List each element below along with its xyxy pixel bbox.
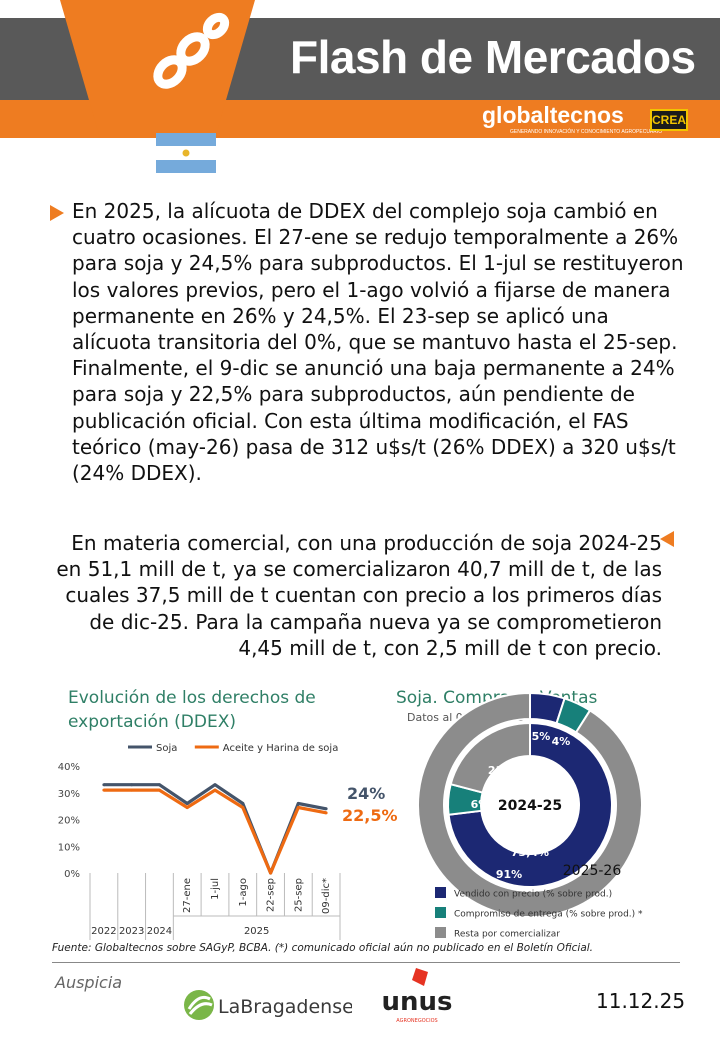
x-group-label: 2025 bbox=[244, 926, 269, 937]
data-point bbox=[185, 805, 189, 809]
data-label-outer: 91% bbox=[496, 868, 522, 881]
legend-swatch bbox=[435, 887, 446, 898]
donut-slice-inner bbox=[447, 782, 484, 816]
data-point bbox=[324, 811, 328, 815]
data-point bbox=[241, 805, 245, 809]
x-tick-label: 2022 bbox=[91, 926, 116, 937]
legend-label: Aceite y Harina de soja bbox=[223, 743, 339, 754]
end-label-soja: 24% bbox=[347, 784, 385, 803]
data-point bbox=[296, 805, 300, 809]
sponsor-label: Auspicia bbox=[55, 973, 123, 992]
data-label-inner: 6% bbox=[471, 798, 490, 811]
y-tick-label: 40% bbox=[58, 762, 80, 773]
unus-logo: unus AGRONEGOCIOS bbox=[381, 968, 453, 1024]
x-tick-label: 25-sep bbox=[293, 878, 304, 912]
end-label-aceite-harina: 22,5% bbox=[342, 806, 398, 825]
issue-date: 11.12.25 bbox=[596, 989, 686, 1013]
svg-text:LaBragadense: LaBragadense bbox=[218, 996, 352, 1018]
legend-label: Vendido con precio (% sobre prod.) bbox=[454, 890, 612, 900]
header-logo-plate bbox=[60, 0, 255, 138]
data-point bbox=[102, 783, 106, 787]
x-tick-label: 1-jul bbox=[210, 878, 221, 900]
data-point bbox=[241, 801, 245, 805]
x-tick-label: 1-ago bbox=[238, 878, 249, 907]
page-title: Flash de Mercados bbox=[290, 31, 696, 83]
x-tick-label: 27-ene bbox=[182, 878, 193, 913]
donut-chart-title: Soja. Compras y Ventas bbox=[396, 688, 598, 708]
donut-chart-subtitle: Datos al 03 de dic-25 bbox=[407, 711, 525, 724]
globaltecnos-tagline: GENERANDO INNOVACIÓN Y CONOCIMIENTO AGRO… bbox=[510, 129, 663, 135]
x-tick-label: 09-dic* bbox=[321, 878, 332, 914]
donut-slice-inner bbox=[447, 721, 613, 888]
data-point bbox=[324, 807, 328, 811]
data-point bbox=[102, 788, 106, 792]
x-tick-label: 2023 bbox=[119, 926, 144, 937]
labragadense-logo: LaBragadense bbox=[184, 990, 352, 1020]
data-point bbox=[296, 801, 300, 805]
footer-divider bbox=[52, 962, 680, 963]
donut-slice-inner bbox=[449, 721, 531, 794]
series-line-aceite-harina bbox=[103, 788, 327, 875]
legend-label: Soja bbox=[156, 743, 177, 754]
donut-slice-outer bbox=[417, 691, 643, 918]
legend-swatch bbox=[435, 907, 446, 918]
y-tick-label: 0% bbox=[64, 869, 80, 880]
svg-text:AGRONEGOCIOS: AGRONEGOCIOS bbox=[396, 1018, 437, 1024]
legend-label: Resta por comercializar bbox=[454, 930, 560, 940]
data-label-outer: 4% bbox=[552, 735, 571, 748]
data-label-inner: 73,4% bbox=[511, 846, 549, 859]
paragraph-ddex: En 2025, la alícuota de DDEX del complej… bbox=[72, 199, 684, 486]
globaltecnos-logo: globaltecnos bbox=[482, 102, 624, 128]
y-tick-label: 30% bbox=[58, 789, 80, 800]
argentina-flag-icon bbox=[156, 133, 216, 173]
data-point bbox=[157, 783, 161, 787]
paragraph-comercial: En materia comercial, con una producción… bbox=[56, 531, 662, 660]
series-line-soja bbox=[103, 783, 327, 875]
data-label-inner: 21% bbox=[488, 764, 514, 777]
ring-name-inner: 2024-25 bbox=[498, 798, 562, 814]
x-tick-label: 22-sep bbox=[266, 878, 277, 912]
y-tick-label: 20% bbox=[58, 816, 80, 827]
svg-text:unus: unus bbox=[381, 987, 452, 1017]
source-footnote: Fuente: Globaltecnos sobre SAGyP, BCBA. … bbox=[52, 942, 594, 954]
ring-name-outer: 2025-26 bbox=[563, 863, 622, 879]
data-point bbox=[213, 788, 217, 792]
legend-label: Compromiso de entrega (% sobre prod.) * bbox=[454, 910, 643, 920]
data-point bbox=[269, 871, 273, 875]
bullet-triangle-icon bbox=[50, 205, 64, 221]
data-point bbox=[130, 788, 134, 792]
bullet-triangle-icon bbox=[660, 531, 674, 547]
legend-swatch bbox=[435, 927, 446, 938]
ddex-chart-title: Evolución de los derechos de exportación… bbox=[68, 688, 316, 732]
data-point bbox=[185, 801, 189, 805]
data-point bbox=[213, 783, 217, 787]
x-tick-label: 2024 bbox=[147, 926, 172, 937]
y-tick-label: 10% bbox=[58, 842, 80, 853]
chain-link-icon bbox=[153, 12, 230, 89]
data-point bbox=[130, 783, 134, 787]
crea-logo: CREA bbox=[650, 109, 688, 131]
data-point bbox=[157, 788, 161, 792]
data-label-outer: 5% bbox=[532, 730, 551, 743]
data-point bbox=[269, 871, 273, 875]
